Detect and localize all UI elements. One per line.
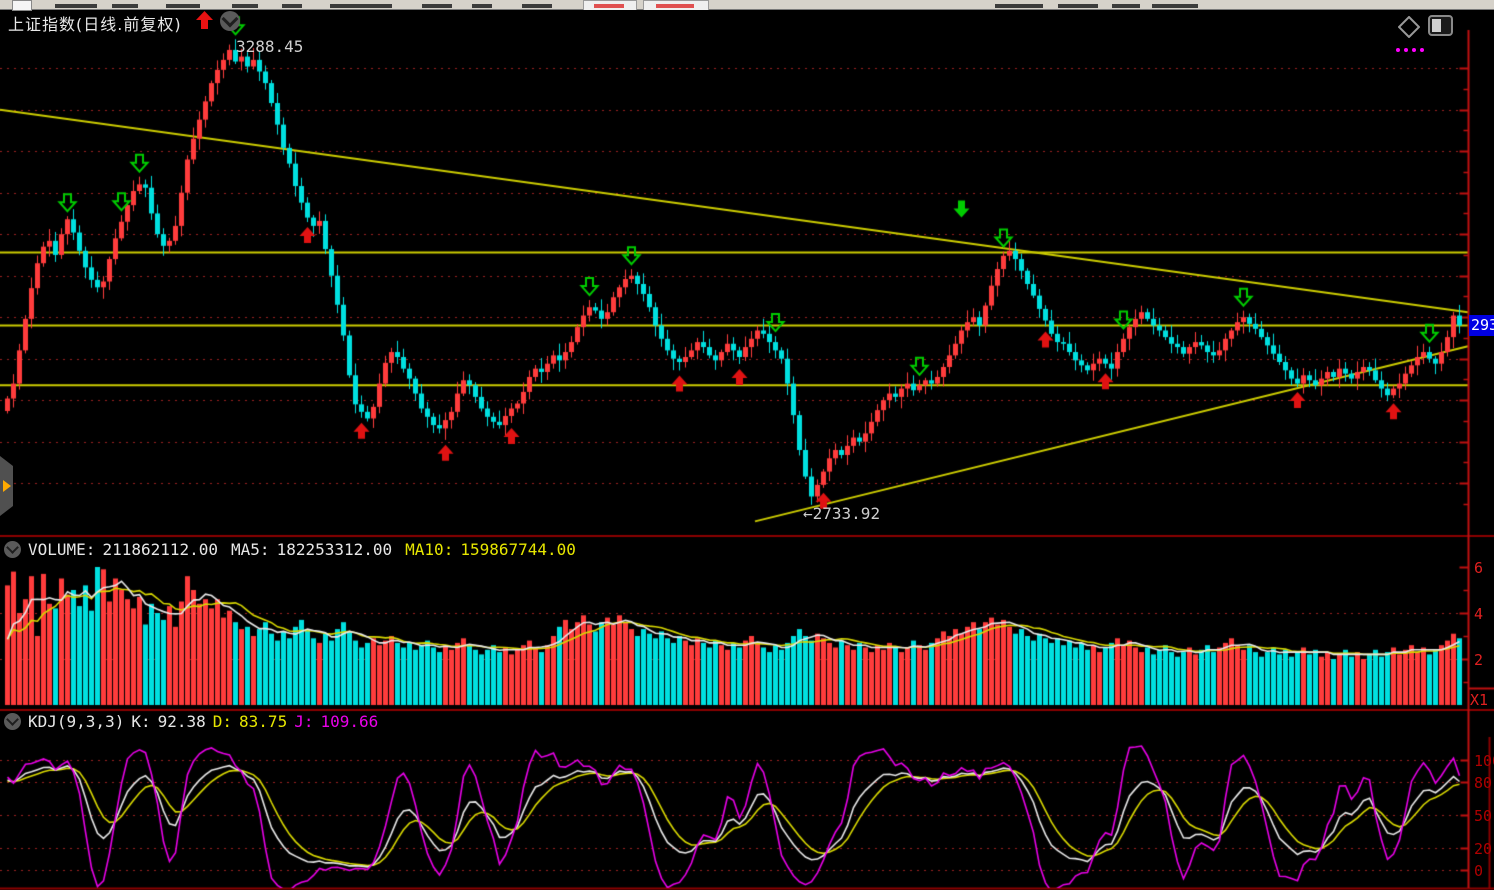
sell-button-partial[interactable] [643,0,709,10]
menu-item-partial[interactable] [55,4,97,8]
menubar-partial [0,0,1494,11]
kdj-axis-label: 20 [1474,840,1493,858]
volume-ma5-value: 182253312.00 [276,540,393,559]
trough-price-annotation: ←2733.92 [803,504,881,523]
menu-item-partial[interactable] [1112,4,1140,8]
kdj-axis-label: 0 [1474,862,1484,880]
menu-item-partial[interactable] [995,4,1043,8]
menu-item-partial[interactable] [166,4,200,8]
volume-axis-unit: X1 [1470,691,1489,709]
volume-panel-header: VOLUME: 211862112.00 MA5: 182253312.00 M… [4,540,576,559]
volume-axis-label: 4 [1474,605,1484,623]
kdj-j-label: J: [294,712,314,731]
menu-item-partial[interactable] [1152,4,1198,8]
diamond-tool-icon[interactable] [1398,16,1420,38]
volume-ma10-value: 159867744.00 [460,540,576,559]
kdj-axis-label: 100 [1474,752,1494,770]
volume-value: 211862112.00 [102,540,219,559]
kdj-j-value: 109.66 [320,712,379,731]
menu-item-partial[interactable] [472,4,492,8]
peak-price-annotation: 3288.45 [236,37,304,56]
buy-button-partial[interactable] [583,0,637,10]
collapse-volume-panel-icon[interactable] [4,541,21,558]
kdj-d-value: 83.75 [239,712,288,731]
volume-ma10-label: MA10: [405,540,454,559]
symbol-title: 上证指数(日线.前复权) [8,15,182,34]
volume-label: VOLUME: [28,540,96,559]
kdj-k-label: K: [131,712,151,731]
red-up-arrow-icon [196,11,213,29]
menu-item-partial[interactable] [232,4,258,8]
panel-expand-handle[interactable] [0,456,13,516]
menu-icon-partial[interactable] [12,0,32,11]
dots-indicator [1396,37,1428,56]
kdj-panel-header: KDJ(9,3,3) K: 92.38 D: 83.75 J: 109.66 [4,712,378,731]
kdj-label: KDJ(9,3,3) [28,712,125,731]
kdj-axis-label: 80 [1474,774,1493,792]
volume-axis-label: 2 [1474,651,1484,669]
last-price-tag: 293 [1469,315,1494,337]
volume-axis-label: 6 [1474,559,1484,577]
collapse-main-panel-icon[interactable] [220,10,240,31]
volume-ma5-label: MA5: [231,540,270,559]
menu-item-partial[interactable] [522,4,552,8]
kdj-k-value: 92.38 [157,712,206,731]
split-view-icon[interactable] [1428,15,1453,36]
expand-arrow-icon [3,480,11,492]
menu-item-partial[interactable] [422,4,452,8]
kdj-axis-label: 50 [1474,807,1493,825]
menu-item-partial[interactable] [282,4,302,8]
collapse-kdj-panel-icon[interactable] [4,713,21,730]
menu-item-partial[interactable] [1058,4,1098,8]
menu-item-partial[interactable] [330,4,392,8]
menu-item-partial[interactable] [112,4,138,8]
kdj-d-label: D: [212,712,233,731]
